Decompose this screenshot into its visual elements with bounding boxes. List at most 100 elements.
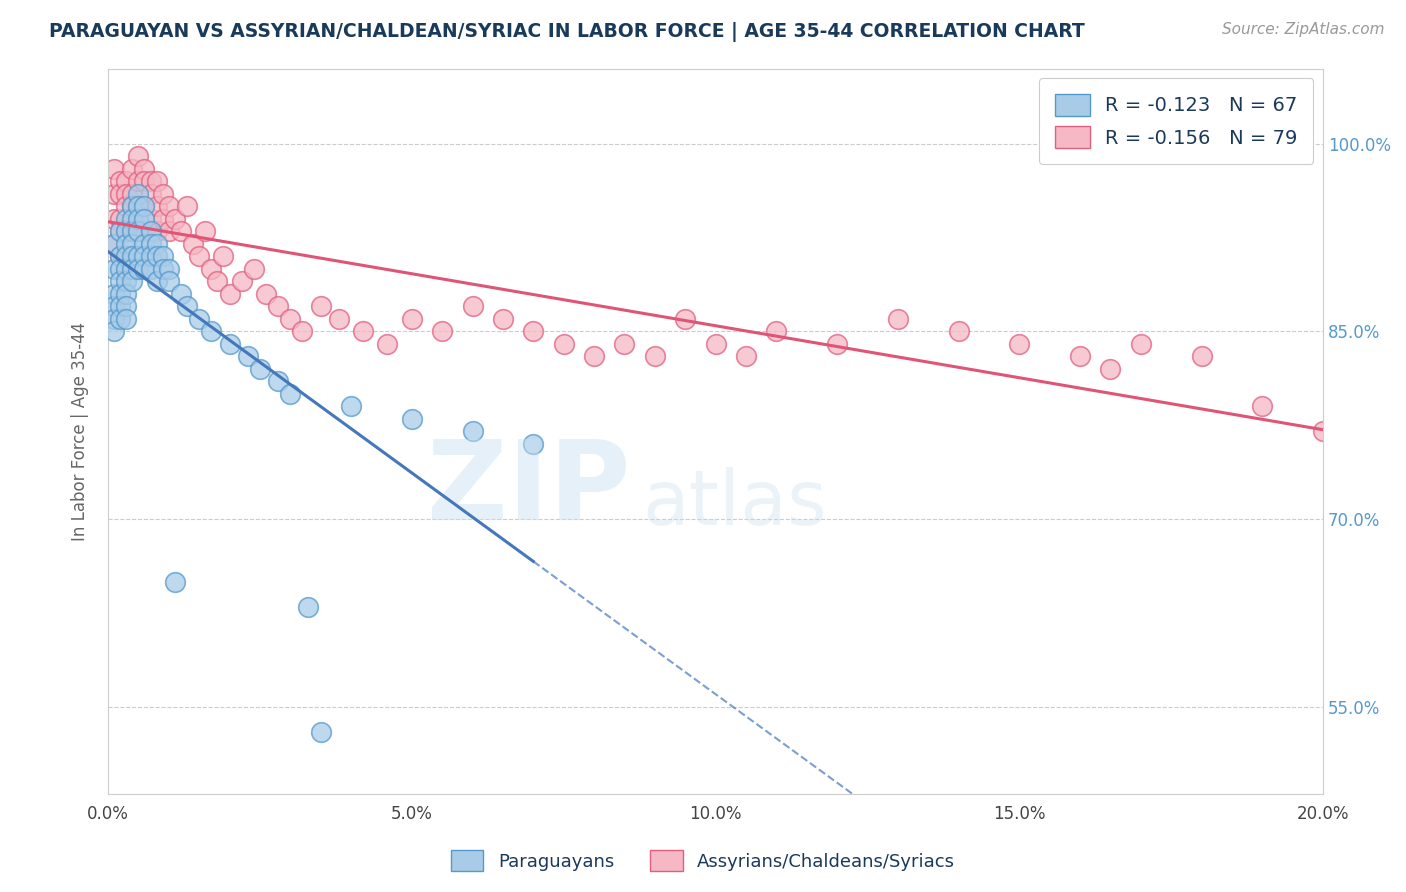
- Point: [103, 161, 125, 176]
- Point: [267, 375, 290, 389]
- Point: [212, 249, 235, 263]
- Point: [278, 311, 301, 326]
- Point: [1008, 336, 1031, 351]
- Point: [340, 400, 363, 414]
- Point: [127, 211, 149, 226]
- Point: [115, 311, 138, 326]
- Y-axis label: In Labor Force | Age 35-44: In Labor Force | Age 35-44: [72, 322, 89, 541]
- Point: [108, 211, 131, 226]
- Point: [108, 174, 131, 188]
- Point: [200, 324, 222, 338]
- Point: [583, 350, 606, 364]
- Point: [461, 425, 484, 439]
- Point: [103, 286, 125, 301]
- Point: [163, 211, 186, 226]
- Point: [139, 174, 162, 188]
- Point: [108, 186, 131, 201]
- Point: [108, 286, 131, 301]
- Text: Source: ZipAtlas.com: Source: ZipAtlas.com: [1222, 22, 1385, 37]
- Point: [401, 412, 423, 426]
- Point: [236, 350, 259, 364]
- Text: PARAGUAYAN VS ASSYRIAN/CHALDEAN/SYRIAC IN LABOR FORCE | AGE 35-44 CORRELATION CH: PARAGUAYAN VS ASSYRIAN/CHALDEAN/SYRIAC I…: [49, 22, 1085, 42]
- Point: [121, 236, 143, 251]
- Point: [127, 186, 149, 201]
- Point: [115, 174, 138, 188]
- Point: [127, 261, 149, 276]
- Point: [139, 236, 162, 251]
- Point: [103, 311, 125, 326]
- Point: [115, 224, 138, 238]
- Point: [108, 274, 131, 288]
- Point: [152, 249, 174, 263]
- Point: [139, 211, 162, 226]
- Point: [134, 261, 156, 276]
- Point: [309, 724, 332, 739]
- Point: [157, 199, 180, 213]
- Point: [115, 186, 138, 201]
- Point: [243, 261, 266, 276]
- Point: [461, 299, 484, 313]
- Point: [103, 236, 125, 251]
- Point: [108, 311, 131, 326]
- Point: [200, 261, 222, 276]
- Point: [492, 311, 515, 326]
- Point: [121, 224, 143, 238]
- Point: [108, 249, 131, 263]
- Point: [218, 286, 240, 301]
- Point: [127, 149, 149, 163]
- Point: [1069, 350, 1091, 364]
- Point: [765, 324, 787, 338]
- Point: [108, 299, 131, 313]
- Point: [377, 336, 399, 351]
- Text: atlas: atlas: [643, 467, 828, 541]
- Point: [145, 236, 167, 251]
- Point: [121, 161, 143, 176]
- Point: [887, 311, 910, 326]
- Point: [121, 186, 143, 201]
- Point: [157, 224, 180, 238]
- Point: [121, 274, 143, 288]
- Point: [152, 261, 174, 276]
- Point: [522, 437, 544, 451]
- Point: [139, 261, 162, 276]
- Point: [163, 574, 186, 589]
- Point: [157, 274, 180, 288]
- Point: [170, 286, 193, 301]
- Point: [139, 224, 162, 238]
- Point: [309, 299, 332, 313]
- Point: [139, 186, 162, 201]
- Point: [121, 199, 143, 213]
- Point: [121, 261, 143, 276]
- Point: [145, 249, 167, 263]
- Point: [522, 324, 544, 338]
- Point: [134, 161, 156, 176]
- Point: [127, 174, 149, 188]
- Point: [553, 336, 575, 351]
- Point: [157, 261, 180, 276]
- Point: [613, 336, 636, 351]
- Point: [176, 199, 198, 213]
- Point: [948, 324, 970, 338]
- Point: [103, 211, 125, 226]
- Point: [218, 336, 240, 351]
- Point: [115, 249, 138, 263]
- Point: [145, 174, 167, 188]
- Point: [121, 211, 143, 226]
- Point: [735, 350, 758, 364]
- Point: [127, 199, 149, 213]
- Point: [103, 324, 125, 338]
- Point: [1251, 400, 1274, 414]
- Point: [115, 274, 138, 288]
- Point: [115, 261, 138, 276]
- Point: [115, 249, 138, 263]
- Point: [1312, 425, 1334, 439]
- Point: [176, 299, 198, 313]
- Point: [121, 199, 143, 213]
- Point: [115, 211, 138, 226]
- Point: [115, 199, 138, 213]
- Point: [152, 186, 174, 201]
- Point: [430, 324, 453, 338]
- Legend: R = -0.123   N = 67, R = -0.156   N = 79: R = -0.123 N = 67, R = -0.156 N = 79: [1039, 78, 1313, 164]
- Point: [152, 211, 174, 226]
- Point: [121, 224, 143, 238]
